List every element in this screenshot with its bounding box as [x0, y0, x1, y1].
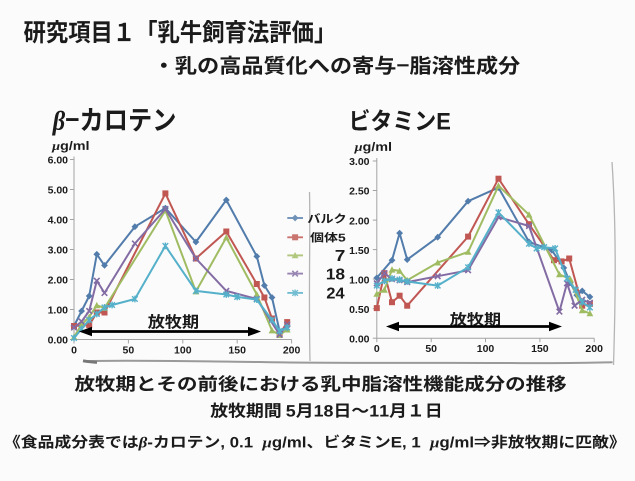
svg-text:1.00: 1.00	[48, 305, 69, 317]
svg-text:0.00: 0.00	[48, 335, 69, 347]
svg-text:200: 200	[283, 345, 301, 357]
svg-text:3.00: 3.00	[48, 245, 69, 257]
svg-text:50: 50	[123, 345, 135, 357]
svg-text:6.00: 6.00	[48, 155, 69, 167]
svg-text:0: 0	[374, 343, 380, 355]
svg-text:2.00: 2.00	[349, 215, 370, 227]
svg-text:100: 100	[174, 345, 192, 357]
svg-text:0.50: 0.50	[349, 304, 370, 316]
svg-text:1.50: 1.50	[349, 245, 370, 257]
svg-text:1.00: 1.00	[349, 274, 370, 286]
svg-text:5.00: 5.00	[48, 185, 69, 197]
svg-text:100: 100	[477, 343, 495, 355]
svg-text:0.00: 0.00	[349, 333, 370, 345]
svg-text:4.00: 4.00	[48, 215, 69, 227]
svg-text:2.00: 2.00	[48, 275, 69, 287]
svg-text:150: 150	[531, 343, 549, 355]
svg-text:3.00: 3.00	[349, 156, 370, 168]
svg-text:2.50: 2.50	[349, 186, 370, 198]
svg-text:0: 0	[71, 345, 77, 357]
svg-text:50: 50	[425, 343, 437, 355]
svg-text:150: 150	[228, 345, 246, 357]
svg-text:200: 200	[585, 343, 603, 355]
